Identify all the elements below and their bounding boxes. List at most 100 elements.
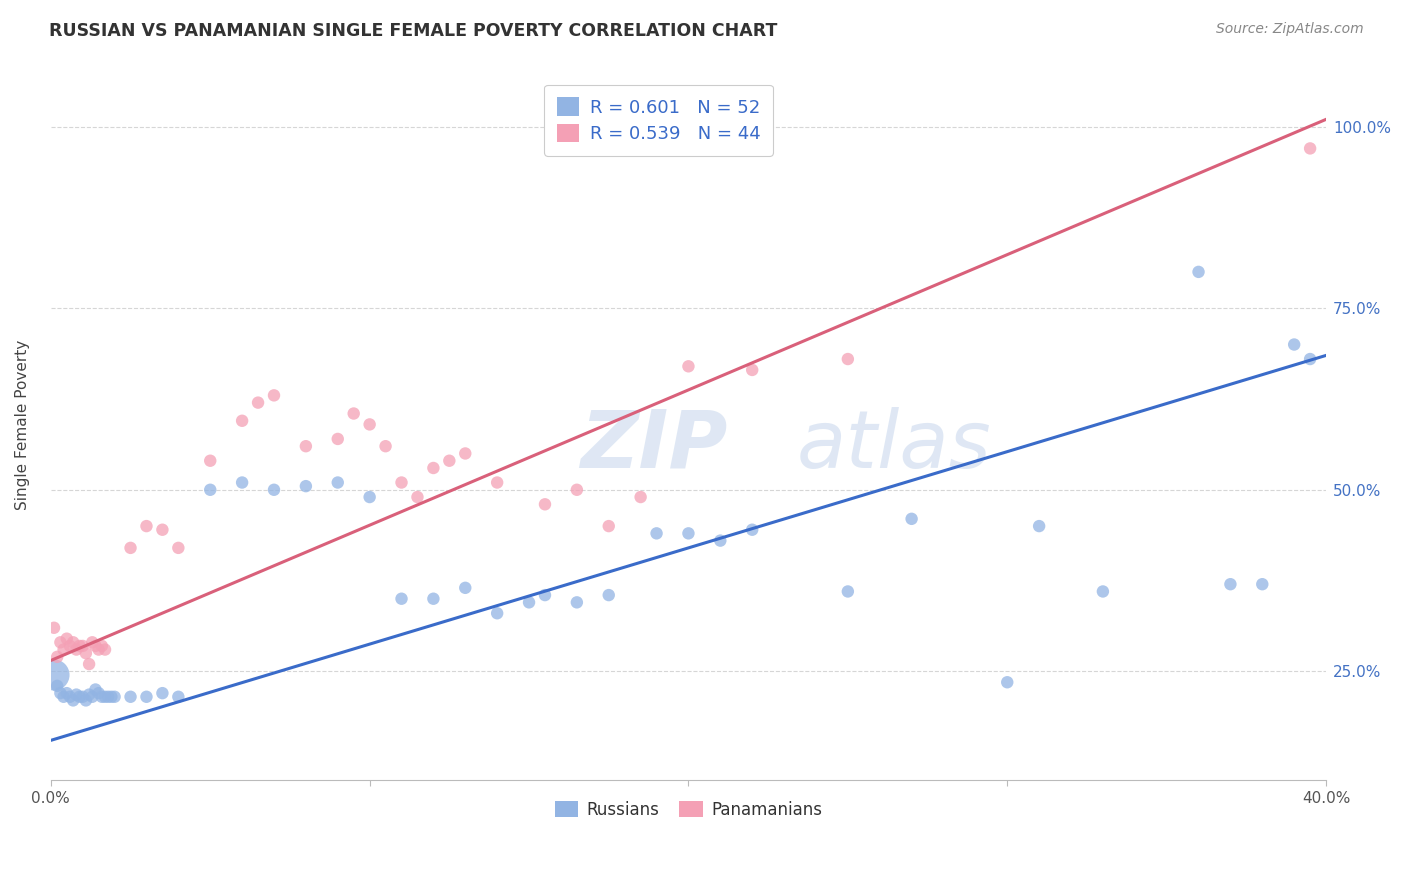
Point (454, 581, 477, 595)
Text: Source: ZipAtlas.com: Source: ZipAtlas.com (1216, 22, 1364, 37)
Point (741, 363, 763, 377)
Point (1219, 577, 1241, 591)
Point (391, 591, 413, 606)
Text: RUSSIAN VS PANAMANIAN SINGLE FEMALE POVERTY CORRELATION CHART: RUSSIAN VS PANAMANIAN SINGLE FEMALE POVE… (49, 22, 778, 40)
Point (326, 475, 349, 490)
Point (84, 639, 107, 653)
Point (152, 523, 174, 537)
Point (534, 497, 557, 511)
Point (59, 690, 82, 704)
Point (598, 519, 620, 533)
Point (152, 686, 174, 700)
Point (422, 461, 444, 475)
Point (100, 690, 122, 704)
Point (72, 639, 94, 653)
Text: atlas: atlas (797, 407, 991, 484)
Point (534, 588, 557, 602)
Point (837, 352, 859, 367)
Point (84, 682, 107, 697)
Point (1028, 519, 1050, 533)
Point (741, 523, 763, 537)
Point (55, 686, 77, 700)
Point (454, 446, 477, 460)
Point (565, 483, 588, 497)
Point (391, 475, 413, 490)
Point (1299, 141, 1322, 155)
Point (59, 639, 82, 653)
Point (42, 621, 65, 635)
Point (62, 693, 84, 707)
Point (82, 690, 104, 704)
Point (517, 595, 540, 609)
Point (486, 606, 509, 620)
Point (598, 588, 620, 602)
Point (1187, 265, 1209, 279)
Point (1299, 352, 1322, 367)
Point (75, 646, 97, 660)
Point (995, 675, 1018, 690)
Point (343, 407, 366, 421)
Point (52, 690, 75, 704)
Point (200, 454, 222, 468)
Point (406, 490, 429, 504)
Point (52, 642, 75, 657)
Point (295, 479, 318, 493)
Point (65, 642, 87, 657)
Text: ZIP: ZIP (581, 407, 727, 484)
Y-axis label: Single Female Poverty: Single Female Poverty (15, 339, 30, 509)
Point (65, 688, 87, 702)
Point (167, 541, 190, 555)
Point (326, 432, 349, 446)
Point (645, 526, 668, 541)
Point (46, 649, 69, 664)
Point (120, 690, 142, 704)
Point (295, 439, 318, 453)
Point (231, 414, 253, 428)
Point (90, 690, 112, 704)
Point (247, 395, 270, 409)
Point (49, 686, 72, 700)
Point (1282, 337, 1305, 351)
Point (486, 475, 509, 490)
Point (90, 639, 112, 653)
Point (135, 690, 157, 704)
Point (200, 483, 222, 497)
Point (565, 595, 588, 609)
Point (77, 688, 100, 702)
Point (263, 388, 285, 402)
Point (94, 690, 117, 704)
Point (55, 632, 77, 646)
Point (359, 417, 381, 432)
Point (46, 679, 69, 693)
Point (72, 690, 94, 704)
Point (900, 512, 922, 526)
Point (167, 690, 190, 704)
Point (231, 475, 253, 490)
Point (422, 591, 444, 606)
Point (439, 454, 461, 468)
Point (120, 541, 142, 555)
Point (709, 533, 731, 548)
Point (678, 359, 700, 374)
Point (104, 690, 127, 704)
Point (1251, 577, 1274, 591)
Point (77, 657, 100, 671)
Point (42, 668, 65, 682)
Legend: Russians, Panamanians: Russians, Panamanians (548, 794, 828, 825)
Point (82, 635, 104, 649)
Point (69, 690, 91, 704)
Point (1091, 584, 1114, 599)
Point (69, 639, 91, 653)
Point (62, 635, 84, 649)
Point (263, 483, 285, 497)
Point (837, 584, 859, 599)
Point (630, 490, 652, 504)
Point (87, 686, 110, 700)
Point (87, 642, 110, 657)
Point (75, 693, 97, 707)
Point (678, 526, 700, 541)
Point (359, 490, 381, 504)
Point (94, 642, 117, 657)
Point (135, 519, 157, 533)
Point (97, 690, 120, 704)
